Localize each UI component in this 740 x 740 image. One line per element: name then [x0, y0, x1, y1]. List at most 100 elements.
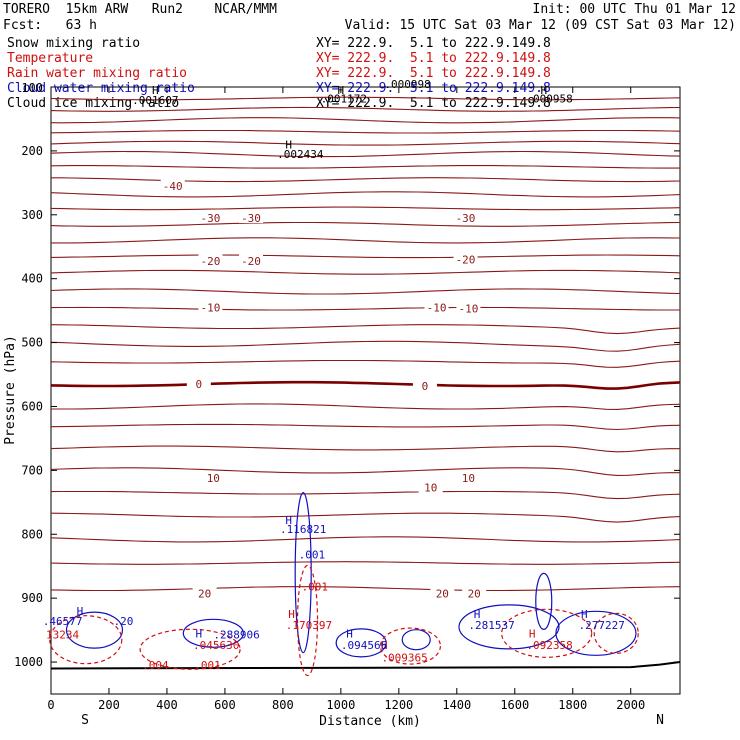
axis-ticks — [50, 87, 680, 694]
value-annotation: .000958 — [526, 93, 572, 106]
valid-time: Valid: 15 UTC Sat 03 Mar 12 (09 CST Sat … — [344, 18, 736, 33]
x-tick-label: 600 — [214, 698, 236, 712]
temperature-label: -10 — [427, 301, 447, 314]
temperature-label: -30 — [456, 212, 476, 225]
field-temperature-xy: XY= 222.9. 5.1 to 222.9.149.8 — [316, 51, 551, 66]
temperature-label: -30 — [241, 212, 261, 225]
hydrometeor-contours — [49, 491, 639, 677]
temperature-label: 10 — [424, 482, 437, 495]
isotherm-line — [50, 288, 681, 295]
value-annotation: .116821 — [280, 523, 326, 536]
temperature-label: 10 — [462, 472, 475, 485]
value-annotation: 13234 — [46, 629, 79, 642]
isotherm-line — [50, 536, 681, 543]
isotherm-line — [50, 423, 681, 431]
isotherm-line — [50, 359, 681, 368]
isotherm-line — [50, 490, 681, 500]
temperature-label: 0 — [196, 378, 203, 391]
value-annotation: .000998 — [384, 78, 430, 91]
temperature-label-bg — [160, 179, 185, 192]
plot-frame — [50, 86, 681, 695]
isotherm-line — [50, 129, 681, 134]
y-tick-label-top: 100 — [21, 81, 43, 95]
temperature-label: 0 — [422, 380, 429, 393]
isotherm-line — [51, 177, 681, 183]
rain-contour — [379, 627, 442, 665]
temperature-label-bg — [412, 379, 437, 392]
high-marker: H — [288, 608, 295, 621]
y-axis-title: Pressure (hPa) — [3, 335, 18, 445]
temperature-label-bg — [456, 471, 481, 484]
value-annotation: .004 — [142, 659, 169, 672]
temperature-label-bg — [430, 586, 455, 599]
cloudwater-contour — [535, 572, 553, 630]
cloudwater-contour — [555, 610, 637, 656]
isotherm-lines — [50, 96, 681, 670]
isotherm-line — [50, 306, 680, 311]
high-marker: H — [285, 514, 292, 527]
y-tick-label: 800 — [21, 527, 43, 541]
x-tick-label: 0 — [47, 698, 54, 712]
cloudwater-contour — [182, 618, 244, 648]
high-marker: H — [77, 605, 84, 618]
temperature-label-bg — [453, 252, 478, 265]
isotherm-line — [51, 403, 681, 410]
temperature-label-bg — [418, 480, 443, 493]
high-marker: H — [581, 608, 588, 621]
isotherm-line — [50, 586, 681, 592]
temperature-label: -30 — [200, 212, 220, 225]
value-annotation: .094566 — [341, 639, 387, 652]
isotherm-line — [50, 254, 681, 259]
temperature-label: 20 — [198, 588, 211, 601]
field-cloudwater-xy: XY= 222.9. 5.1 to 222.9.149.8 — [316, 81, 551, 96]
high-marker: H — [285, 139, 292, 152]
high-marker: H — [152, 84, 159, 97]
value-annotation: .045630 — [193, 639, 239, 652]
temperature-label-bg — [456, 301, 481, 314]
model-title: TORERO 15km ARW Run2 NCAR/MMM — [3, 2, 277, 17]
x-tick-label: 1000 — [326, 698, 355, 712]
isotherm-line — [50, 467, 680, 476]
south-label: S — [81, 713, 89, 728]
temperature-label: -10 — [458, 303, 478, 316]
x-tick-label: 800 — [272, 698, 294, 712]
value-annotation: .001 — [299, 549, 326, 562]
value-annotation: .20 — [114, 615, 134, 628]
cloudwater-contour — [335, 628, 387, 658]
isotherm-line — [50, 561, 681, 565]
isotherm-line — [50, 150, 681, 158]
value-annotation: .001607 — [132, 94, 178, 107]
surface-line — [50, 661, 681, 670]
y-tick-label: 700 — [21, 463, 43, 477]
temperature-label: -20 — [200, 255, 220, 268]
high-marker: H — [381, 639, 388, 652]
temperature-label-bg — [462, 586, 487, 599]
cloudwater-contour — [65, 611, 124, 649]
field-snow-label: Snow mixing ratio — [7, 36, 141, 51]
y-tick-label: 1000 — [14, 655, 43, 669]
isotherm-line — [50, 324, 681, 335]
rain-contour — [593, 612, 639, 654]
x-tick-label: 1400 — [442, 698, 471, 712]
isotherm-line — [50, 512, 681, 523]
isotherm-line — [50, 221, 681, 227]
field-cloudwater-label: Cloud water mixing ratio — [7, 81, 195, 96]
high-marker: H — [529, 627, 536, 640]
temperature-label-bg — [198, 210, 223, 223]
temperature-label-bg — [239, 253, 264, 266]
value-annotation: .46577 — [43, 615, 83, 628]
isotherm-line — [51, 237, 681, 244]
temperature-label: -20 — [241, 255, 261, 268]
temperature-label-bg — [198, 300, 223, 313]
value-annotation: .001 — [194, 659, 221, 672]
isotherm-line — [50, 445, 680, 453]
rain-contour — [139, 628, 241, 670]
x-tick-label: 1600 — [500, 698, 529, 712]
value-annotation: .281537 — [468, 619, 514, 632]
y-tick-label: 200 — [21, 144, 43, 158]
cloudwater-contour — [458, 604, 560, 650]
y-tick-label: 500 — [21, 336, 43, 350]
value-annotation: .001172 — [321, 93, 367, 106]
value-annotation: .277227 — [579, 619, 625, 632]
